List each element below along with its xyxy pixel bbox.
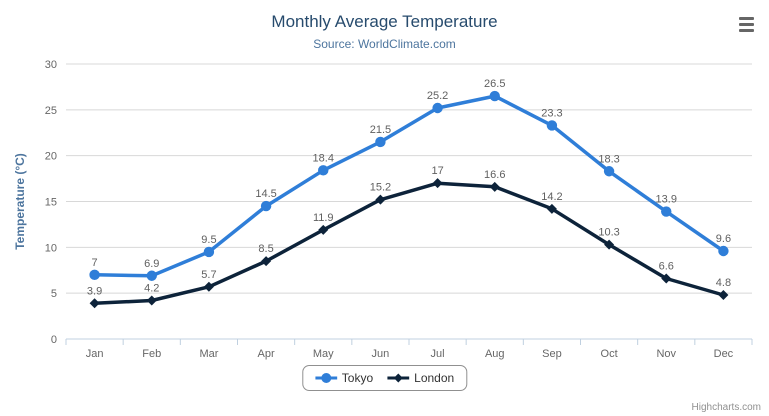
y-axis-label: 15: [45, 197, 57, 209]
x-axis-label: Feb: [142, 348, 161, 360]
tokyo-data-label: 25.2: [427, 90, 448, 102]
tokyo-point-marker[interactable]: [146, 270, 157, 281]
london-point-marker[interactable]: [546, 203, 557, 214]
london-data-label: 17: [431, 165, 443, 177]
london-data-label: 6.6: [659, 261, 674, 273]
highcharts-credit-link[interactable]: Highcharts.com: [691, 402, 761, 413]
tokyo-point-marker[interactable]: [432, 102, 443, 114]
tokyo-data-label: 13.9: [656, 194, 677, 206]
london-point-marker[interactable]: [432, 178, 443, 189]
x-axis-label: Mar: [199, 348, 218, 360]
tokyo-point-marker[interactable]: [489, 90, 500, 102]
london-data-label: 15.2: [370, 182, 391, 194]
y-axis-label: 0: [51, 334, 57, 346]
legend-item-tokyo[interactable]: Tokyo: [314, 371, 374, 385]
london-data-label: 5.7: [201, 269, 216, 281]
x-axis-label: Aug: [485, 348, 505, 360]
y-axis-label: 20: [45, 151, 57, 163]
x-axis-label: Dec: [714, 348, 734, 360]
y-axis-label: 25: [45, 105, 57, 117]
tokyo-point-marker[interactable]: [89, 269, 100, 281]
tokyo-data-label: 23.3: [541, 107, 562, 119]
x-axis-label: May: [313, 348, 334, 360]
chart-title: Monthly Average Temperature: [271, 12, 498, 31]
tokyo-point-marker[interactable]: [603, 166, 615, 177]
tokyo-data-label: 9.5: [201, 234, 216, 246]
london-point-marker[interactable]: [375, 194, 386, 205]
legend-london-marker-icon: [387, 373, 410, 383]
london-point-marker[interactable]: [661, 273, 672, 284]
london-data-label: 4.2: [144, 283, 159, 295]
hamburger-icon: [738, 22, 754, 27]
tokyo-point-marker[interactable]: [203, 246, 215, 258]
london-point-marker[interactable]: [89, 298, 100, 309]
y-axis-label: 30: [45, 59, 57, 71]
london-point-marker[interactable]: [489, 181, 500, 192]
london-point-marker[interactable]: [146, 295, 157, 306]
y-axis-label: 10: [45, 242, 57, 254]
tokyo-point-marker[interactable]: [318, 165, 329, 176]
series-tokyo-line[interactable]: [92, 94, 726, 278]
london-data-label: 16.6: [484, 169, 505, 181]
x-axis-label: Apr: [258, 348, 275, 360]
x-axis-label: Nov: [656, 348, 676, 360]
tokyo-point-marker[interactable]: [546, 120, 558, 131]
legend-tokyo-marker-icon: [314, 373, 337, 383]
x-axis-label: Jan: [86, 348, 104, 360]
series-london-line[interactable]: [92, 181, 726, 306]
tokyo-point-marker[interactable]: [661, 206, 672, 217]
london-point-marker[interactable]: [718, 290, 729, 300]
hamburger-icon: [738, 17, 754, 21]
legend: Tokyo London: [301, 365, 468, 391]
london-data-label: 3.9: [87, 285, 102, 297]
tokyo-point-marker[interactable]: [718, 245, 729, 257]
london-data-label: 10.3: [598, 227, 619, 239]
tokyo-data-label: 21.5: [370, 124, 391, 136]
tokyo-data-label: 14.5: [255, 188, 276, 200]
london-data-label: 8.5: [258, 243, 273, 255]
legend-tokyo-label: Tokyo: [341, 371, 374, 385]
tokyo-point-marker[interactable]: [375, 136, 386, 148]
y-axis-title: Temperature (°C): [13, 153, 27, 250]
legend-item-london[interactable]: London: [387, 371, 454, 385]
tokyo-data-label: 18.4: [313, 152, 334, 164]
tokyo-data-label: 9.6: [716, 233, 731, 245]
london-point-marker[interactable]: [604, 239, 615, 250]
london-data-label: 11.9: [313, 212, 334, 224]
london-point-marker[interactable]: [261, 256, 272, 267]
london-data-label: 14.2: [541, 191, 562, 203]
x-axis-label: Jun: [372, 348, 390, 360]
x-axis-label: Oct: [601, 348, 618, 360]
y-axis-label: 5: [51, 288, 57, 300]
tokyo-data-label: 18.3: [598, 153, 619, 165]
x-axis-label: Jul: [431, 348, 445, 360]
tokyo-data-label: 7: [92, 257, 98, 269]
tokyo-point-marker[interactable]: [260, 200, 272, 212]
chart-subtitle: Source: WorldClimate.com: [313, 37, 456, 51]
london-point-marker[interactable]: [203, 281, 214, 292]
london-point-marker[interactable]: [318, 224, 329, 235]
tokyo-data-label: 6.9: [144, 258, 159, 270]
x-axis-label: Sep: [542, 348, 562, 360]
legend-london-label: London: [414, 371, 455, 385]
hamburger-icon: [738, 28, 754, 32]
london-data-label: 4.8: [716, 277, 731, 289]
tokyo-data-label: 26.5: [484, 78, 505, 90]
export-menu-button[interactable]: [735, 15, 757, 34]
